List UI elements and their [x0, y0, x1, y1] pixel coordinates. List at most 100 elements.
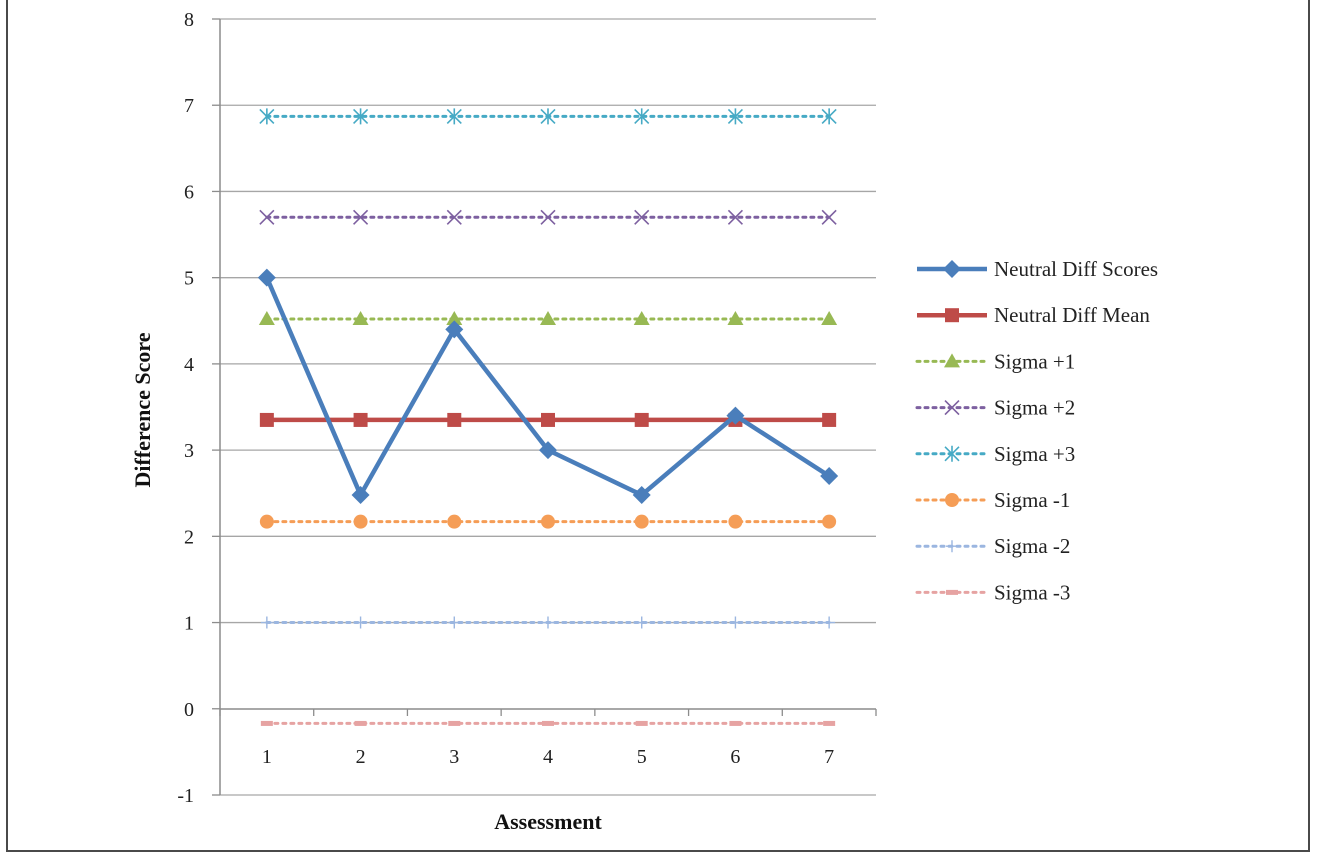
- legend-label: Neutral Diff Mean: [994, 303, 1150, 327]
- legend-marker: [944, 445, 960, 462]
- legend-item-sigma-minus-3: Sigma -3: [915, 580, 1070, 604]
- data-point-sigma-minus-1: [728, 514, 743, 529]
- legend-item-sigma-minus-2: Sigma -2: [915, 534, 1070, 558]
- data-point-sigma-plus1: [352, 311, 369, 326]
- data-point-sigma-plus3: [634, 108, 650, 125]
- data-point-sigma-plus3: [353, 108, 369, 125]
- data-point-sigma-plus3: [821, 108, 837, 125]
- data-point-sigma-plus2: [259, 209, 275, 225]
- legend-label: Sigma -2: [994, 534, 1070, 558]
- data-point-sigma-minus-3: [542, 720, 554, 726]
- series-neutral-diff-scores: [257, 268, 839, 504]
- data-point-neutral-diff-scores: [820, 466, 839, 485]
- y-tick-label: 5: [184, 268, 194, 290]
- data-point-sigma-minus-1: [353, 514, 368, 529]
- data-point-neutral-diff-scores: [351, 485, 370, 504]
- legend: Neutral Diff Scores Neutral Diff Mean Sigm…: [915, 257, 1158, 604]
- legend-label: Sigma +1: [994, 349, 1075, 373]
- x-tick-label: 6: [730, 746, 740, 768]
- data-point-neutral-diff-mean: [353, 412, 368, 427]
- data-point-neutral-diff-mean: [259, 412, 274, 427]
- data-point-sigma-plus1: [821, 311, 838, 326]
- data-point-neutral-diff-scores: [257, 268, 276, 287]
- y-tick-label: 3: [184, 440, 194, 462]
- series-sigma-minus-1: [259, 514, 837, 529]
- data-point-sigma-plus2: [446, 209, 462, 225]
- data-point-sigma-minus-2: [354, 616, 367, 629]
- legend-label: Neutral Diff Scores: [994, 257, 1158, 281]
- series-sigma-plus2: [259, 209, 837, 225]
- legend-item-sigma-plus2: Sigma +2: [915, 396, 1075, 420]
- series-sigma-minus-3: [260, 720, 836, 726]
- data-point-sigma-minus-3: [823, 720, 836, 726]
- data-point-neutral-diff-mean: [447, 412, 462, 427]
- x-tick-label: 2: [356, 746, 366, 768]
- y-tick-label: 7: [184, 95, 194, 117]
- data-point-sigma-minus-1: [634, 514, 649, 529]
- legend-label: Sigma +3: [994, 442, 1075, 466]
- data-point-neutral-diff-scores: [726, 406, 745, 425]
- legend-marker: [944, 353, 960, 368]
- data-point-sigma-minus-1: [541, 514, 555, 529]
- data-point-sigma-plus2: [821, 209, 837, 225]
- legend-marker: [945, 308, 959, 323]
- legend-label: Sigma -3: [994, 580, 1070, 604]
- gridlines: [220, 18, 876, 796]
- data-point-neutral-diff-scores: [539, 441, 557, 460]
- data-point-neutral-diff-scores: [632, 485, 651, 504]
- legend-item-neutral-diff-mean: Neutral Diff Mean: [917, 303, 1150, 327]
- data-point-sigma-plus3: [446, 108, 462, 125]
- x-axis-title: Assessment: [494, 809, 602, 834]
- data-point-sigma-plus2: [353, 209, 369, 225]
- y-tick-label: 2: [184, 526, 194, 548]
- data-point-sigma-plus1: [446, 311, 463, 326]
- data-point-neutral-diff-scores: [445, 320, 464, 339]
- data-point-sigma-minus-3: [354, 720, 367, 726]
- legend-item-sigma-minus-1: Sigma -1: [915, 488, 1070, 512]
- x-tick-label: 4: [543, 746, 553, 768]
- data-point-sigma-minus-1: [259, 514, 274, 529]
- legend-label: Sigma +2: [994, 396, 1075, 420]
- legend-marker: [945, 493, 959, 507]
- y-tick-label: 6: [184, 181, 194, 203]
- data-point-sigma-plus2: [634, 209, 650, 225]
- legend-marker: [946, 540, 958, 553]
- series-sigma-plus1: [258, 311, 838, 326]
- data-point-sigma-minus-2: [260, 616, 273, 629]
- y-tick-label: -1: [177, 785, 194, 807]
- y-tick-label: 8: [184, 9, 194, 31]
- legend-marker: [943, 260, 961, 278]
- x-tick-label: 1: [262, 746, 272, 768]
- data-point-sigma-plus2: [540, 209, 556, 225]
- data-point-sigma-plus3: [540, 108, 556, 125]
- x-tick-label: 7: [824, 746, 834, 768]
- data-point-sigma-plus1: [258, 311, 275, 326]
- axes: -1 0 1 2 3 4 5 6 7 8 1 2 3 4 5 6 7: [177, 9, 877, 807]
- data-point-neutral-diff-mean: [541, 412, 555, 427]
- data-point-sigma-minus-3: [260, 720, 273, 726]
- data-point-sigma-plus2: [727, 209, 743, 225]
- data-point-sigma-minus-2: [542, 616, 554, 629]
- legend-marker: [946, 589, 958, 595]
- x-tick-label: 3: [449, 746, 459, 768]
- data-point-sigma-plus3: [727, 108, 743, 125]
- data-point-sigma-minus-1: [447, 514, 462, 529]
- legend-marker: [944, 400, 960, 416]
- data-point-sigma-plus1: [727, 311, 744, 326]
- data-point-neutral-diff-mean: [634, 412, 649, 427]
- series-sigma-minus-2: [260, 616, 836, 629]
- data-point-sigma-minus-2: [823, 616, 836, 629]
- y-tick-label: 4: [184, 354, 194, 376]
- y-tick-label: 0: [184, 699, 194, 721]
- x-tick-label: 5: [637, 746, 647, 768]
- data-point-neutral-diff-mean: [822, 412, 837, 427]
- data-point-sigma-minus-3: [729, 720, 742, 726]
- data-point-sigma-minus-1: [822, 514, 837, 529]
- series-group: [257, 108, 839, 726]
- data-point-sigma-minus-2: [635, 616, 648, 629]
- legend-item-neutral-diff-scores: Neutral Diff Scores: [917, 257, 1158, 281]
- data-point-sigma-plus1: [633, 311, 650, 326]
- data-point-sigma-plus1: [540, 311, 556, 326]
- series-sigma-plus3: [259, 108, 837, 125]
